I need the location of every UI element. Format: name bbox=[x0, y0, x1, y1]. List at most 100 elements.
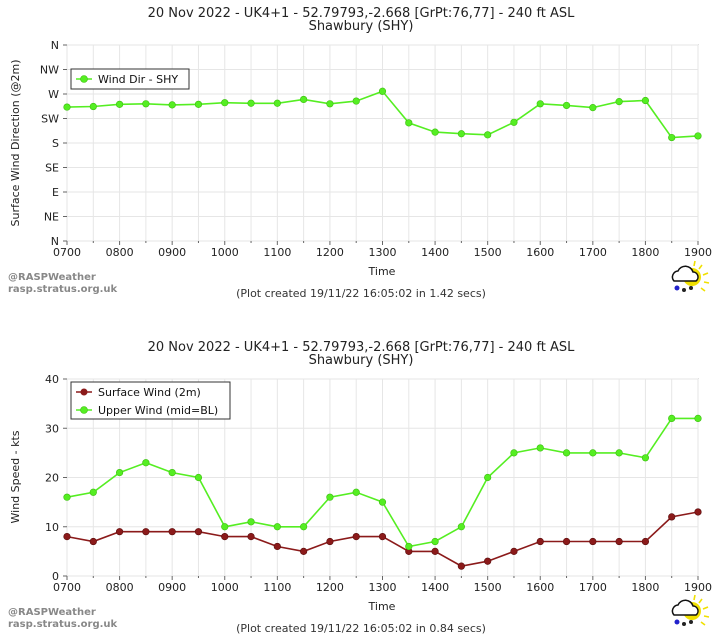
chart1-x-axis-label: Time bbox=[368, 265, 396, 278]
chart2-x-ticks: 0700 0800 0900 1000 1100 1200 1300 1400 1500 1600… bbox=[53, 576, 712, 594]
x-tick-label: 1200 bbox=[316, 246, 344, 259]
data-point bbox=[589, 104, 597, 112]
y-tick-label: SW bbox=[41, 113, 59, 126]
chart2-series bbox=[63, 414, 702, 570]
chart1-watermark-line1: @RASPWeather bbox=[8, 272, 96, 283]
data-point bbox=[168, 528, 176, 536]
chart2-x-axis-label: Time bbox=[368, 600, 396, 613]
chart1-footer: (Plot created 19/11/22 16:05:02 in 1.42 … bbox=[236, 287, 486, 300]
y-tick-label: S bbox=[52, 137, 59, 150]
data-point bbox=[115, 468, 124, 477]
data-point bbox=[510, 547, 518, 555]
data-point bbox=[168, 101, 176, 109]
data-point bbox=[641, 96, 650, 105]
data-point bbox=[352, 488, 360, 496]
y-tick-label: NE bbox=[44, 211, 59, 224]
data-point bbox=[562, 101, 571, 110]
speed-chart: 20 Nov 2022 - UK4+1 - 52.79793,-2.668 [G… bbox=[8, 340, 712, 635]
data-point bbox=[247, 518, 255, 526]
x-tick-label: 0700 bbox=[53, 246, 81, 259]
chart1-watermark-line2: rasp.stratus.org.uk bbox=[8, 284, 118, 295]
data-point bbox=[589, 537, 597, 546]
x-tick-label: 1200 bbox=[316, 581, 344, 594]
chart1-title: 20 Nov 2022 - UK4+1 - 52.79793,-2.668 [G… bbox=[148, 6, 576, 21]
chart2-legend: Surface Wind (2m) Upper Wind (mid=BL) bbox=[70, 381, 231, 420]
data-point bbox=[142, 100, 150, 108]
data-point bbox=[536, 444, 544, 452]
data-point bbox=[194, 473, 203, 482]
rasp-weather-logo-icon-2 bbox=[671, 594, 710, 626]
rasp-weather-logo-icon bbox=[671, 260, 710, 292]
data-point bbox=[562, 449, 571, 457]
data-point bbox=[142, 528, 150, 536]
x-tick-label: 1100 bbox=[263, 246, 291, 259]
data-point bbox=[378, 498, 387, 506]
data-point bbox=[457, 130, 465, 138]
data-point bbox=[273, 99, 281, 107]
chart1-grid bbox=[66, 44, 699, 242]
data-point bbox=[326, 537, 334, 546]
x-tick-label: 1500 bbox=[474, 581, 502, 594]
data-point bbox=[457, 523, 465, 531]
data-point bbox=[221, 523, 229, 531]
data-point bbox=[326, 100, 334, 108]
data-point bbox=[221, 532, 229, 541]
x-tick-label: 1600 bbox=[526, 581, 554, 594]
data-point bbox=[431, 537, 439, 546]
data-point bbox=[641, 454, 650, 462]
chart1-legend-label: Wind Dir - SHY bbox=[98, 73, 178, 86]
data-point bbox=[300, 95, 308, 104]
data-point bbox=[352, 97, 360, 105]
x-tick-label: 1300 bbox=[369, 246, 397, 259]
chart1-y-axis-label: Surface Wind Direction (@2m) bbox=[9, 59, 22, 226]
data-point bbox=[89, 102, 97, 111]
data-point bbox=[484, 473, 492, 482]
y-tick-label: 10 bbox=[45, 521, 59, 534]
data-point bbox=[273, 523, 281, 531]
y-tick-label: 30 bbox=[45, 422, 59, 435]
data-point bbox=[694, 508, 702, 516]
data-point bbox=[405, 119, 413, 127]
data-point bbox=[273, 542, 281, 551]
y-tick-label: SE bbox=[45, 162, 59, 175]
data-point bbox=[326, 493, 334, 501]
x-tick-label: 1600 bbox=[526, 246, 554, 259]
data-point bbox=[115, 528, 124, 536]
data-point bbox=[221, 99, 229, 107]
data-point bbox=[115, 100, 124, 108]
x-tick-label: 1000 bbox=[211, 246, 239, 259]
data-point bbox=[247, 99, 255, 107]
x-tick-label: 0900 bbox=[158, 246, 186, 259]
x-tick-label: 1300 bbox=[369, 581, 397, 594]
data-point bbox=[89, 488, 97, 496]
direction-chart: 20 Nov 2022 - UK4+1 - 52.79793,-2.668 [G… bbox=[8, 6, 712, 300]
data-point bbox=[352, 532, 360, 541]
x-tick-label: 1000 bbox=[211, 581, 239, 594]
chart2-legend-label-upper: Upper Wind (mid=BL) bbox=[98, 404, 218, 417]
data-point bbox=[457, 562, 465, 570]
x-tick-label: 1700 bbox=[579, 246, 607, 259]
x-tick-label: 0800 bbox=[106, 246, 134, 259]
x-tick-label: 1800 bbox=[631, 581, 659, 594]
chart1-subtitle: Shawbury (SHY) bbox=[309, 19, 414, 34]
y-tick-label: E bbox=[52, 186, 59, 199]
data-point bbox=[431, 547, 439, 555]
y-tick-label: 20 bbox=[45, 472, 59, 485]
x-tick-label: 1400 bbox=[421, 581, 449, 594]
x-tick-label: 0800 bbox=[106, 581, 134, 594]
y-tick-label: N bbox=[51, 235, 59, 248]
chart2-subtitle: Shawbury (SHY) bbox=[309, 353, 414, 368]
data-point bbox=[536, 537, 544, 546]
chart2-y-ticks: 0 10 20 30 40 bbox=[45, 373, 67, 583]
data-point bbox=[484, 131, 492, 139]
x-tick-label: 0700 bbox=[53, 581, 81, 594]
data-point bbox=[194, 100, 203, 108]
chart1-legend-box bbox=[70, 68, 190, 90]
data-point bbox=[378, 87, 387, 95]
data-point bbox=[510, 449, 518, 457]
x-tick-label: 1400 bbox=[421, 246, 449, 259]
data-point bbox=[510, 118, 518, 126]
chart2-watermark-line1: @RASPWeather bbox=[8, 607, 96, 618]
data-point bbox=[615, 449, 623, 457]
chart2-legend-marker-surface bbox=[80, 388, 88, 396]
